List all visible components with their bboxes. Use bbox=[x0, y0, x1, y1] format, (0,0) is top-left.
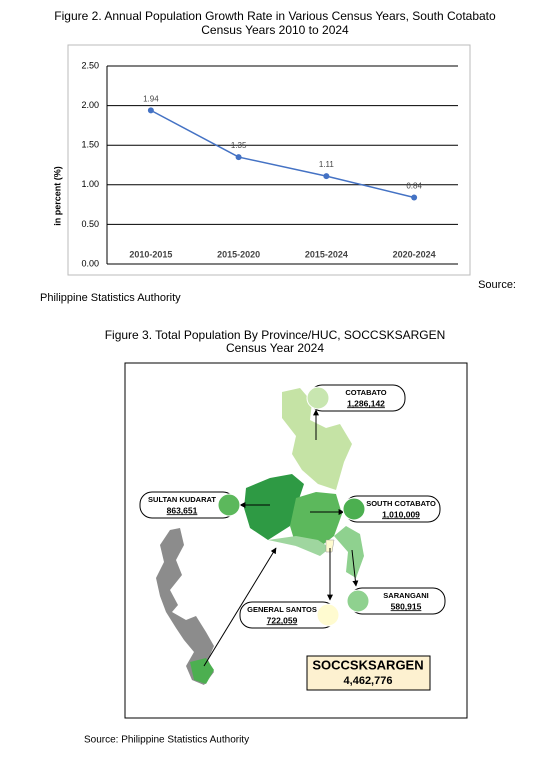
sultan-kudarat-shape bbox=[244, 474, 304, 540]
y-tick-label: 0.50 bbox=[81, 219, 99, 229]
y-tick-label: 1.00 bbox=[81, 179, 99, 189]
arrow bbox=[203, 547, 277, 667]
figure-title: Figure 2. Annual Population Growth Rate … bbox=[54, 9, 496, 23]
region-population: 863,651 bbox=[167, 505, 198, 515]
x-tick-label: 2015-2024 bbox=[305, 249, 348, 259]
y-tick-label: 0.00 bbox=[81, 258, 99, 268]
region-population: 580,915 bbox=[391, 601, 422, 611]
total-box bbox=[306, 655, 431, 691]
data-label: 0.84 bbox=[406, 182, 422, 191]
region-population: 722,059 bbox=[267, 615, 298, 625]
figure-title: Census Years 2010 to 2024 bbox=[201, 23, 349, 37]
source-text: Source: Philippine Statistics Authority bbox=[84, 735, 249, 746]
region-swatch bbox=[342, 497, 366, 521]
region-name: GENERAL SANTOS bbox=[247, 605, 317, 614]
y-axis-label: in percent (%) bbox=[52, 166, 62, 226]
region-population: 1,010,009 bbox=[382, 509, 420, 519]
y-tick-label: 2.50 bbox=[81, 60, 99, 70]
data-point bbox=[235, 154, 242, 161]
coast-shape bbox=[268, 536, 330, 556]
data-label: 1.35 bbox=[231, 141, 247, 150]
y-tick-label: 2.00 bbox=[81, 100, 99, 110]
region-population: 1,286,142 bbox=[347, 398, 385, 408]
source-label: Source: bbox=[478, 279, 516, 291]
region-highlight bbox=[190, 658, 214, 684]
total-name: SOCCSKSARGEN bbox=[312, 657, 423, 672]
x-tick-label: 2010-2015 bbox=[129, 249, 172, 259]
source-text: Philippine Statistics Authority bbox=[40, 292, 181, 304]
data-line bbox=[150, 109, 415, 199]
general-santos-shape bbox=[325, 539, 335, 553]
x-tick-label: 2020-2024 bbox=[393, 249, 436, 259]
figure-title: Figure 3. Total Population By Province/H… bbox=[105, 328, 446, 342]
data-point bbox=[323, 173, 330, 180]
region-swatch bbox=[316, 603, 340, 627]
data-label: 1.11 bbox=[319, 160, 335, 169]
total-population: 4,462,776 bbox=[344, 675, 393, 687]
arrow bbox=[351, 549, 359, 587]
region-swatch bbox=[346, 589, 370, 613]
figure-title: Census Year 2024 bbox=[226, 341, 324, 355]
plot: 0.00 0.50 1.00 1.50 2.00 2.50 2010-2015 2015-20… bbox=[81, 60, 458, 268]
data-label: 1.94 bbox=[143, 94, 159, 103]
sarangani-shape bbox=[334, 526, 364, 578]
region-swatch bbox=[217, 493, 241, 517]
y-tick-label: 1.50 bbox=[81, 140, 99, 150]
region-name: SULTAN KUDARAT bbox=[148, 495, 216, 504]
region-name: SOUTH COTABATO bbox=[366, 499, 436, 508]
region-name: COTABATO bbox=[345, 388, 386, 397]
philippines-map bbox=[156, 528, 214, 685]
south-cotabato-shape bbox=[290, 492, 342, 550]
cotabato-shape bbox=[282, 388, 352, 490]
region-swatch bbox=[306, 386, 330, 410]
x-tick-label: 2015-2020 bbox=[217, 249, 260, 259]
chart-frame bbox=[67, 44, 471, 276]
data-point bbox=[147, 107, 154, 114]
data-point bbox=[411, 194, 418, 201]
region-name: SARANGANI bbox=[383, 591, 428, 600]
